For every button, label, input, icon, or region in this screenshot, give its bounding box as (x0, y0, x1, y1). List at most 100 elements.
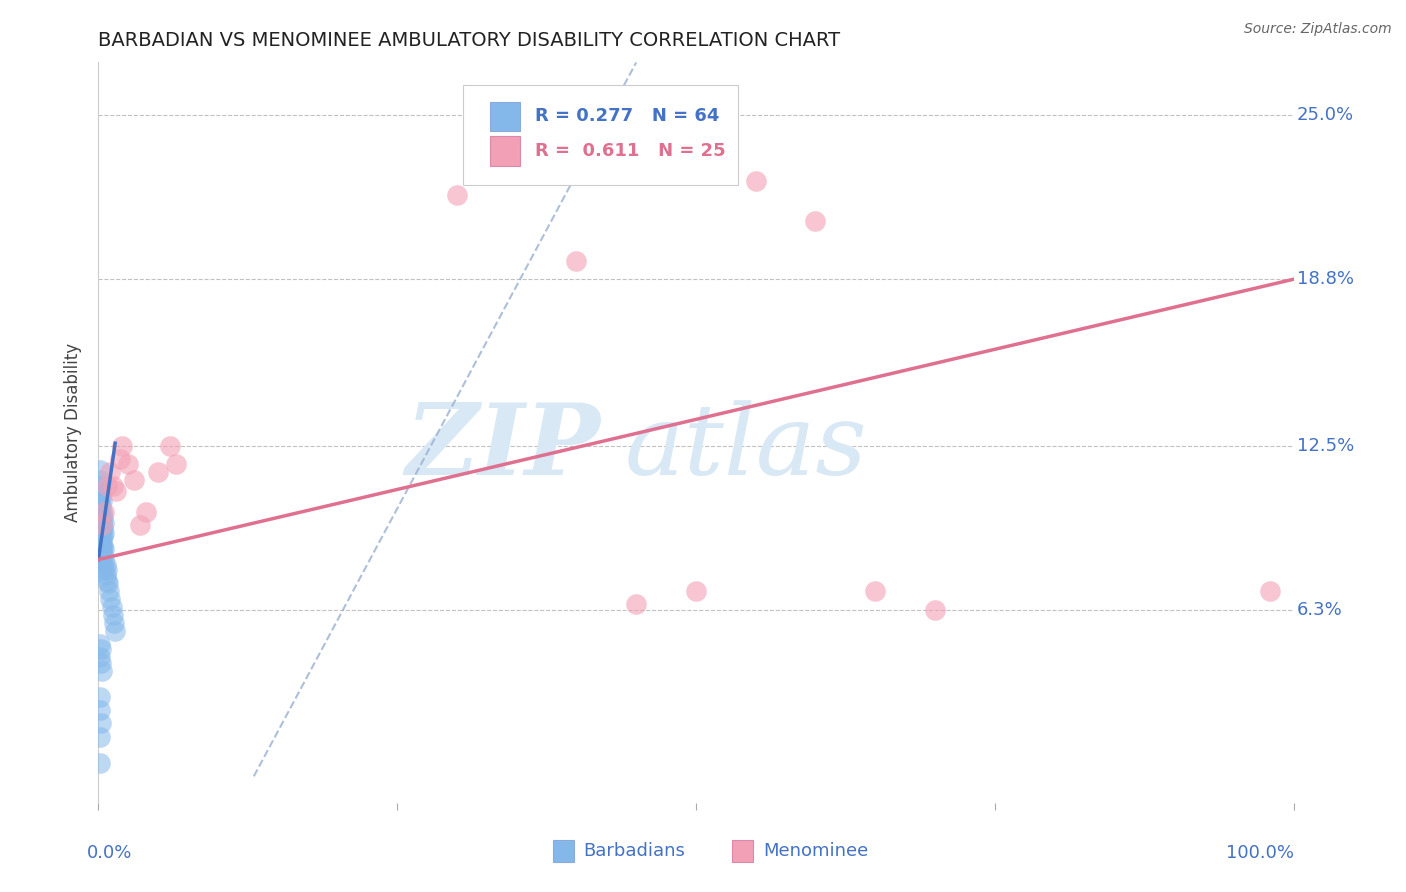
Point (101, 478, 124, 492)
Point (91, 518, 114, 533)
Point (98, 465, 122, 479)
Point (111, 439, 134, 453)
Text: 0.0%: 0.0% (87, 844, 132, 862)
Point (90, 489, 112, 503)
Point (91, 532, 114, 546)
Point (90, 529, 112, 543)
Point (89, 730, 111, 744)
Point (89, 536, 111, 550)
Point (804, 214, 827, 228)
Point (90, 500, 112, 514)
Point (90, 526, 112, 541)
Point (135, 505, 157, 519)
Point (89, 483, 111, 498)
Point (91, 529, 114, 543)
Point (90, 539, 112, 553)
Text: 12.5%: 12.5% (1298, 437, 1354, 455)
Point (104, 624, 127, 638)
Point (105, 483, 128, 498)
Point (89, 541, 111, 556)
Point (924, 603, 946, 617)
Point (103, 615, 125, 630)
Point (91, 494, 114, 508)
Point (159, 439, 181, 453)
Point (89, 524, 111, 538)
Point (165, 458, 187, 472)
Point (90, 521, 112, 535)
Point (93, 552, 115, 566)
FancyBboxPatch shape (463, 85, 738, 185)
Text: 6.3%: 6.3% (1298, 601, 1343, 619)
Text: atlas: atlas (624, 400, 868, 495)
Point (90, 510, 112, 524)
Point (89, 510, 111, 524)
Point (98, 584, 121, 599)
Point (89, 473, 111, 487)
Point (97, 576, 120, 591)
Point (94, 558, 117, 572)
Point (90, 656, 112, 670)
Point (93, 516, 115, 530)
Point (91, 539, 114, 553)
Text: 18.8%: 18.8% (1298, 270, 1354, 288)
Text: BARBADIAN VS MENOMINEE AMBULATORY DISABILITY CORRELATION CHART: BARBADIAN VS MENOMINEE AMBULATORY DISABI… (98, 30, 841, 50)
Text: 100.0%: 100.0% (1226, 844, 1294, 862)
Point (91, 521, 114, 535)
Point (90, 478, 112, 492)
Bar (733, 840, 754, 862)
Point (89, 505, 111, 519)
Point (446, 187, 468, 202)
Point (89, 690, 111, 704)
Point (91, 524, 114, 538)
Point (865, 584, 887, 599)
Text: R =  0.611   N = 25: R = 0.611 N = 25 (534, 143, 725, 161)
Point (89, 756, 111, 771)
Point (108, 452, 131, 467)
Point (117, 458, 139, 472)
Bar (553, 840, 574, 862)
Point (90, 544, 112, 558)
Point (91, 549, 114, 564)
Point (626, 598, 648, 612)
Point (91, 536, 114, 550)
Point (91, 547, 114, 561)
Point (90, 534, 112, 549)
Point (93, 563, 115, 577)
Point (91, 541, 114, 556)
Point (506, 135, 529, 149)
Point (89, 552, 111, 566)
Point (96, 574, 118, 588)
Point (100, 600, 122, 615)
Point (93, 526, 115, 541)
Point (745, 174, 768, 188)
Y-axis label: Ambulatory Disability: Ambulatory Disability (65, 343, 83, 522)
Point (89, 547, 111, 561)
Point (91, 505, 114, 519)
Point (98, 592, 122, 607)
Point (91, 558, 114, 572)
Text: Source: ZipAtlas.com: Source: ZipAtlas.com (1244, 22, 1392, 37)
Point (90, 642, 112, 657)
Point (89, 516, 111, 530)
Point (96, 563, 118, 577)
Point (1258, 584, 1281, 599)
Text: Menominee: Menominee (763, 842, 868, 860)
Point (96, 478, 118, 492)
Text: Barbadians: Barbadians (583, 842, 686, 860)
Point (124, 473, 146, 487)
Point (94, 568, 117, 582)
Text: ZIP: ZIP (405, 400, 600, 496)
Point (685, 584, 707, 599)
Bar (491, 136, 520, 166)
Bar (491, 102, 520, 131)
Text: 25.0%: 25.0% (1298, 106, 1354, 124)
Point (89, 494, 111, 508)
Point (565, 253, 588, 268)
Point (90, 513, 112, 527)
Point (89, 650, 111, 665)
Point (89, 462, 111, 476)
Point (129, 518, 152, 533)
Point (93, 541, 115, 556)
Point (90, 716, 112, 731)
Point (89, 703, 111, 717)
